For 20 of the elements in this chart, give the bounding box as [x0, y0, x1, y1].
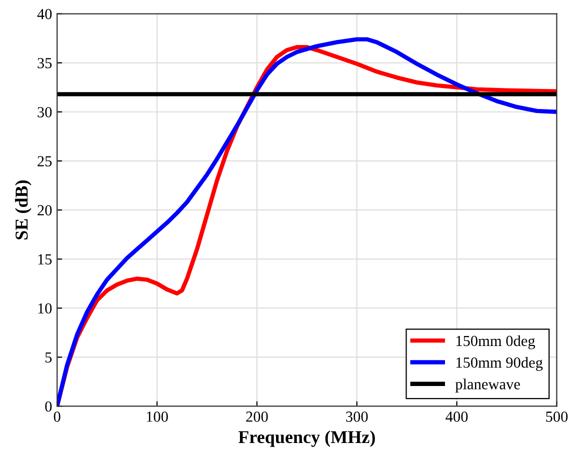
y-tick-label: 25 [38, 156, 52, 166]
y-tick-label: 0 [45, 401, 52, 412]
x-tick-label: 300 [346, 412, 368, 422]
y-axis-title: SE (dB) [15, 180, 32, 240]
y-tick-label: 20 [38, 205, 52, 216]
legend-label: planewave [455, 378, 520, 392]
x-tick-label: 400 [446, 412, 468, 422]
y-tick-label: 10 [38, 303, 52, 314]
x-tick-label: 100 [146, 412, 168, 422]
y-tick-label: 5 [45, 352, 52, 363]
y-tick-label: 30 [38, 107, 52, 118]
x-tick-label: 200 [246, 412, 268, 422]
y-tick-label: 15 [38, 254, 52, 264]
legend-label: 150mm 90deg [456, 356, 543, 371]
y-tick-label: 35 [38, 58, 52, 68]
legend-label: 150mm 0deg [456, 335, 536, 350]
x-tick-label: 500 [546, 412, 568, 422]
x-tick-label: 0 [54, 412, 60, 422]
y-tick-label: 40 [37, 8, 52, 20]
x-axis-title: Frequency (MHz) [238, 430, 375, 447]
